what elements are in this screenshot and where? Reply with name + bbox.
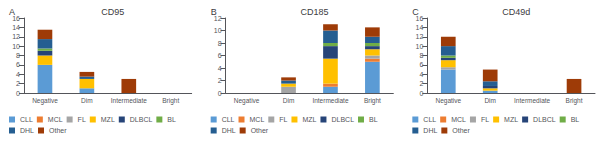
svg-text:A: A <box>9 7 15 17</box>
svg-text:Intermediate: Intermediate <box>514 97 551 104</box>
svg-text:0: 0 <box>218 90 222 97</box>
svg-text:Other: Other <box>49 127 67 134</box>
svg-text:C: C <box>412 7 419 17</box>
svg-text:12: 12 <box>213 14 222 22</box>
svg-text:CD185: CD185 <box>300 7 328 17</box>
svg-text:8: 8 <box>419 52 423 59</box>
svg-text:MZL: MZL <box>504 116 518 123</box>
svg-text:DLBCL: DLBCL <box>130 116 153 123</box>
svg-text:0: 0 <box>419 90 423 97</box>
svg-text:CLL: CLL <box>20 116 33 123</box>
svg-text:Negative: Negative <box>234 97 260 105</box>
svg-text:14: 14 <box>12 24 20 31</box>
svg-text:4: 4 <box>419 71 423 78</box>
svg-text:12: 12 <box>12 33 20 40</box>
svg-text:DLBCL: DLBCL <box>331 116 354 123</box>
svg-text:6: 6 <box>16 61 20 68</box>
svg-text:FL: FL <box>279 116 287 123</box>
svg-text:DHL: DHL <box>222 127 236 134</box>
svg-text:Dim: Dim <box>81 97 93 104</box>
svg-text:10: 10 <box>12 43 20 50</box>
svg-text:FL: FL <box>481 116 489 123</box>
svg-text:Intermediate: Intermediate <box>111 97 148 104</box>
svg-text:B: B <box>211 7 217 17</box>
svg-text:MZL: MZL <box>101 116 115 123</box>
svg-text:BL: BL <box>369 116 378 123</box>
svg-text:2: 2 <box>16 80 20 87</box>
svg-text:CD49d: CD49d <box>502 7 530 17</box>
svg-text:Intermediate: Intermediate <box>312 97 349 104</box>
svg-text:FL: FL <box>78 116 86 123</box>
svg-text:6: 6 <box>218 52 222 59</box>
svg-text:DHL: DHL <box>423 127 437 134</box>
svg-text:Negative: Negative <box>435 97 461 105</box>
svg-text:8: 8 <box>16 52 20 59</box>
svg-text:Bright: Bright <box>162 97 179 105</box>
svg-text:MZL: MZL <box>302 116 316 123</box>
svg-text:14: 14 <box>416 24 424 31</box>
svg-text:10: 10 <box>416 43 424 50</box>
svg-text:DHL: DHL <box>20 127 34 134</box>
svg-text:Bright: Bright <box>364 97 381 105</box>
svg-text:2: 2 <box>419 80 423 87</box>
svg-text:DLBCL: DLBCL <box>533 116 556 123</box>
svg-text:CLL: CLL <box>423 116 436 123</box>
svg-text:Dim: Dim <box>484 97 496 104</box>
svg-text:Bright: Bright <box>566 97 583 105</box>
svg-text:Dim: Dim <box>283 97 295 104</box>
svg-text:BL: BL <box>167 116 176 123</box>
svg-text:MCL: MCL <box>451 116 466 123</box>
svg-text:8: 8 <box>218 40 222 47</box>
svg-text:Other: Other <box>251 127 269 134</box>
svg-text:MCL: MCL <box>48 116 63 123</box>
svg-text:Negative: Negative <box>32 97 58 105</box>
svg-text:0: 0 <box>16 90 20 97</box>
svg-text:16: 16 <box>415 14 424 22</box>
svg-text:6: 6 <box>419 61 423 68</box>
svg-text:CD95: CD95 <box>101 7 124 17</box>
svg-text:2: 2 <box>218 77 222 84</box>
svg-text:MCL: MCL <box>250 116 265 123</box>
svg-text:4: 4 <box>218 65 222 72</box>
svg-text:12: 12 <box>416 33 424 40</box>
svg-text:CLL: CLL <box>222 116 235 123</box>
svg-text:BL: BL <box>571 116 580 123</box>
svg-text:4: 4 <box>16 71 20 78</box>
svg-text:Other: Other <box>452 127 470 134</box>
svg-text:10: 10 <box>214 27 222 34</box>
svg-text:16: 16 <box>12 14 20 22</box>
